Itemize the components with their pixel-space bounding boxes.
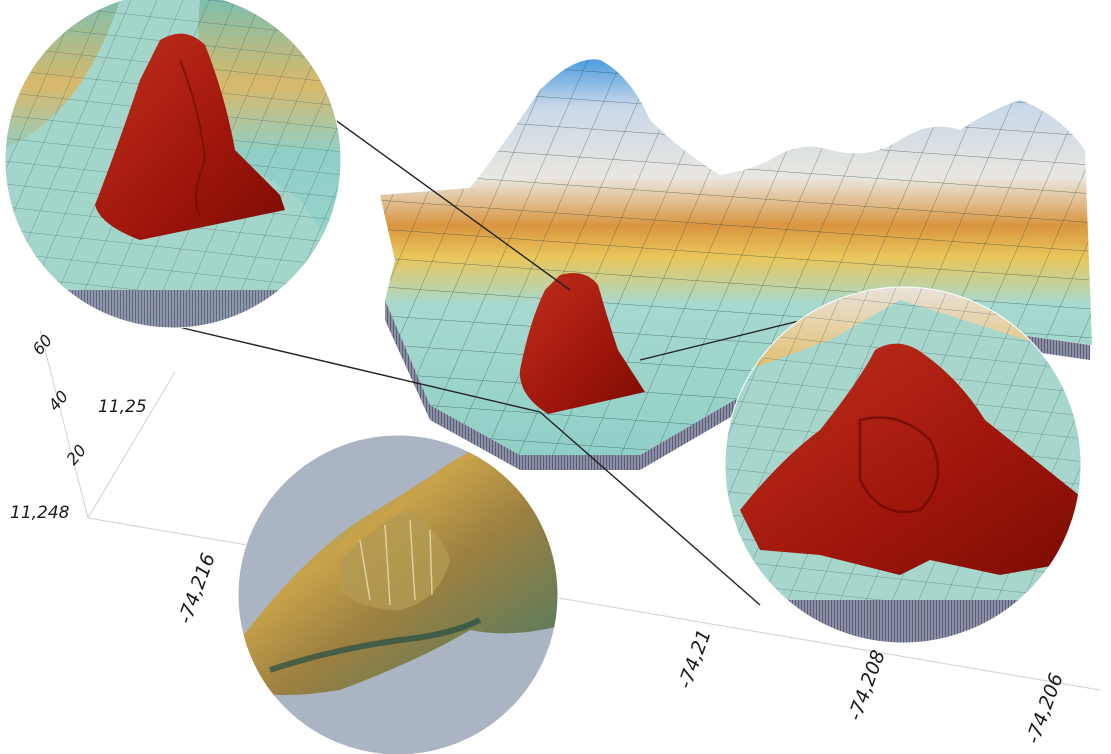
x-tick-label: -74,208 [844, 647, 890, 723]
y-axis-ticks: 11,248 11,25 [10, 397, 147, 523]
x-tick-label: -74,206 [1022, 670, 1068, 746]
y-tick-label: 11,248 [10, 503, 70, 523]
zoom-inset-bottom [238, 435, 558, 754]
x-tick-label: -74,21 [674, 627, 716, 692]
x-tick-label: -74,216 [174, 550, 220, 626]
zoom-inset-right [725, 287, 1081, 643]
zoom-inset-top-left [5, 0, 341, 328]
highlight-region [519, 272, 645, 414]
z-tick-label: 20 [63, 441, 91, 469]
z-tick-label: 40 [45, 387, 73, 415]
z-tick-label: 60 [29, 331, 57, 359]
z-axis-ticks: 20 40 60 [29, 331, 91, 469]
y-tick-label: 11,25 [98, 397, 147, 417]
